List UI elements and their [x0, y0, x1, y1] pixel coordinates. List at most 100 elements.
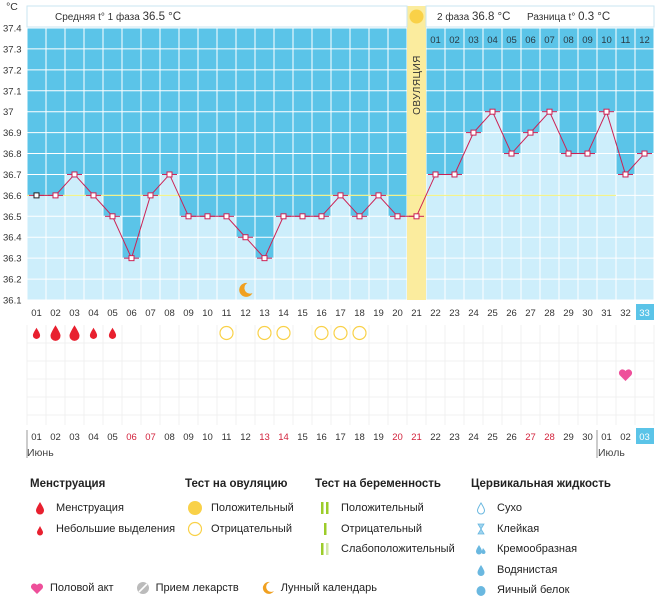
temperature-point: [622, 171, 629, 178]
ovulation-label: ОВУЛЯЦИЯ: [412, 55, 423, 115]
temperature-column: [578, 153, 597, 300]
legend-ovulation-item: Отрицательный: [211, 522, 292, 535]
legend-cervical-item: Сухо: [497, 502, 522, 515]
temperature-point: [470, 129, 477, 136]
calendar-date-label: 27: [525, 432, 536, 443]
temperature-point: [432, 171, 439, 178]
calendar-date-label: 03: [69, 432, 80, 443]
cycle-day-label: 23: [449, 308, 460, 319]
y-tick-label: 37: [3, 107, 14, 118]
calendar-date-label: 25: [487, 432, 498, 443]
watery-drop-icon: [477, 564, 485, 576]
temperature-point: [223, 213, 230, 220]
temperature-point: [299, 213, 306, 220]
cycle-day-label: 16: [316, 308, 327, 319]
temperature-point: [71, 171, 78, 178]
cycle-day-label: 06: [126, 308, 137, 319]
light-discharge-drop: [32, 327, 41, 339]
calendar-date-label: 23: [449, 432, 460, 443]
calendar-date-label: 08: [164, 432, 175, 443]
temperature-column: [559, 153, 578, 300]
temperature-point: [90, 192, 97, 199]
temperature-chart: ОВУЛЯЦИЯ Средняя t° 1 фаза 36.5 °C 2 фаза…: [3, 1, 655, 459]
phase2-day-label: 09: [582, 35, 593, 46]
calendar-date-label: 13: [259, 432, 270, 443]
month-label: Июнь: [27, 447, 54, 459]
y-tick-label: 36.7: [3, 170, 22, 181]
cycle-day-label: 27: [525, 308, 536, 319]
month-label: Июль: [598, 447, 625, 459]
calendar-date-label: 06: [126, 432, 137, 443]
y-tick-label: 36.8: [3, 149, 22, 160]
cycle-day-label: 13: [259, 308, 270, 319]
temperature-point: [413, 213, 420, 220]
light-discharge-drop: [89, 327, 98, 339]
header-phase1: [26, 5, 408, 28]
legend-bottom-item: Половой акт: [50, 582, 114, 594]
weak-stripes-icon: [321, 543, 329, 556]
calendar-date-label: 02: [50, 432, 61, 443]
moon-icon: [262, 581, 274, 594]
legend-cervical-item: Водянистая: [497, 563, 558, 576]
light-discharge-drop: [108, 327, 117, 339]
menstruation-drop: [50, 325, 61, 341]
temperature-point: [128, 255, 135, 262]
legend-bottom-item: Лунный календарь: [280, 582, 377, 594]
calendar-date-label: 03: [639, 432, 650, 443]
cycle-day-label: 11: [222, 308, 232, 319]
cycle-day-label: 07: [145, 308, 156, 319]
phase2-day-label: 11: [621, 35, 631, 46]
temperature-column: [84, 195, 103, 300]
legend-cervical-item: Яичный белок: [497, 584, 570, 597]
legend-menstruation: Менструация Менструация Небольшие выделе…: [30, 478, 175, 539]
temperature-point: [337, 192, 344, 199]
cycle-day-label: 24: [468, 308, 479, 319]
current-date-highlight: [636, 428, 654, 444]
moon-icon: [239, 282, 253, 297]
temperature-point: [546, 108, 553, 115]
calendar-date-label: 15: [297, 432, 308, 443]
phase2-day-label: 03: [468, 35, 479, 46]
calendar-date-label: 29: [563, 432, 574, 443]
temperature-column: [483, 111, 502, 300]
intercourse-heart: [618, 369, 633, 381]
legend-ovulation-test: Тест на овуляцию Положительный Отрицател…: [185, 478, 294, 539]
temperature-point: [603, 108, 610, 115]
cycle-day-label: 08: [164, 308, 175, 319]
calendar-date-label: 09: [183, 432, 194, 443]
cycle-day-label: 04: [88, 308, 99, 319]
sticky-icon: [477, 523, 485, 535]
cycle-day-label: 31: [601, 308, 612, 319]
temperature-point: [280, 213, 287, 220]
calendar-date-label: 28: [544, 432, 555, 443]
legend-pregnancy-test: Тест на беременность Положительный Отриц…: [315, 478, 455, 560]
y-tick-label: 37.1: [3, 86, 22, 97]
calendar-date-label: 01: [31, 432, 42, 443]
cycle-day-label: 10: [202, 308, 213, 319]
calendar-date-label: 07: [145, 432, 156, 443]
ovulation-test-negative: [219, 325, 234, 341]
temperature-point: [508, 150, 515, 157]
temperature-column: [331, 195, 350, 300]
calendar-date-label: 10: [202, 432, 213, 443]
calendar-date-label: 18: [354, 432, 365, 443]
bottom-legend: Половой акт Прием лекарств Лунный календ…: [30, 581, 399, 595]
calendar-date-label: 02: [620, 432, 631, 443]
phase2-day-label: 10: [601, 35, 612, 46]
calendar-date-label: 20: [392, 432, 403, 443]
temperature-point: [242, 234, 249, 241]
phase1-summary: Средняя t° 1 фаза 36.5 °C: [55, 11, 181, 23]
y-tick-label: 37.4: [3, 24, 22, 35]
current-day-highlight: [636, 304, 654, 320]
legend-menstruation-title: Менструация: [30, 478, 106, 490]
calendar-date-label: 05: [107, 432, 118, 443]
legend-pregnancy-item: Положительный: [341, 502, 424, 515]
legend-menstruation-item: Небольшие выделения: [56, 522, 176, 535]
y-tick-label: 36.3: [3, 254, 22, 265]
temperature-point: [527, 129, 534, 136]
cycle-day-label: 30: [582, 308, 593, 319]
temperature-point: [356, 213, 363, 220]
calendar-date-label: 04: [88, 432, 99, 443]
temperature-column: [46, 195, 65, 300]
calendar-date-label: 11: [222, 432, 232, 443]
